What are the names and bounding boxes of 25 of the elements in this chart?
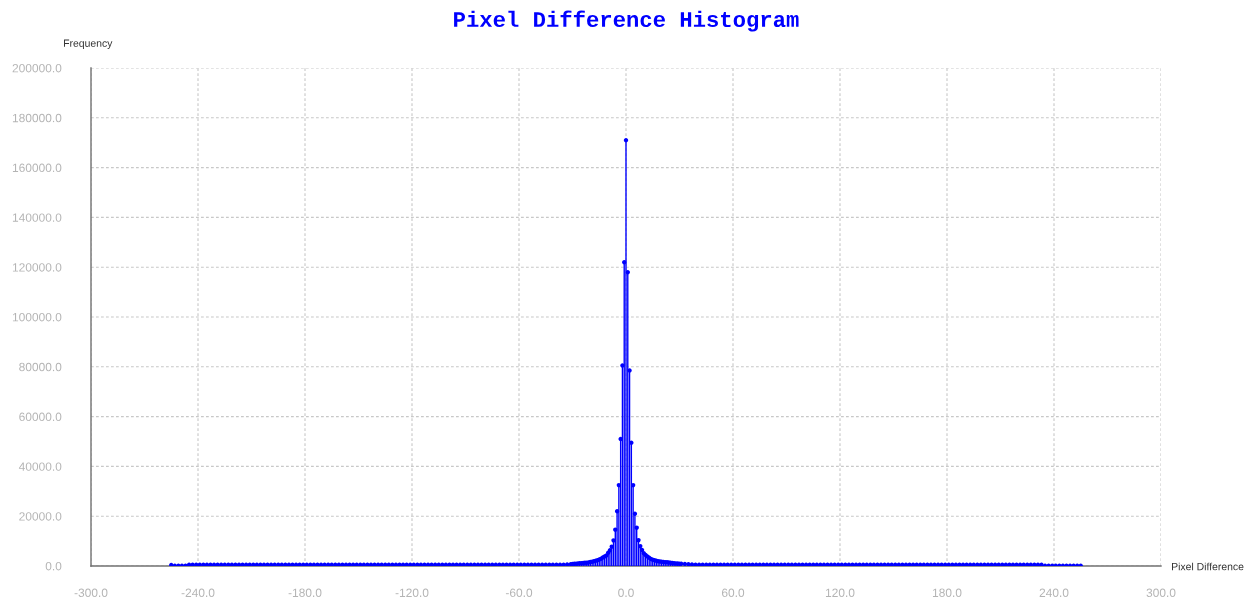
y-tick-label: 100000.0 [12,312,62,322]
y-tick-label: 200000.0 [12,63,62,73]
x-tick-label: -300.0 [74,588,108,597]
chart-title: Pixel Difference Histogram [454,10,799,32]
x-tick-label: 0.0 [618,588,634,597]
x-tick-label: 120.0 [825,588,855,597]
y-tick-label: 120000.0 [12,263,62,272]
x-axis-title: Pixel Difference [1172,562,1244,571]
x-tick-label: -120.0 [395,588,429,597]
x-tick-label: 60.0 [721,588,745,597]
x-tick-label: 180.0 [932,588,962,597]
y-axis-title: Frequency [64,39,113,49]
x-tick-label: 240.0 [1039,588,1069,597]
x-tick-label: 300.0 [1146,588,1176,597]
y-tick-label: 0.0 [45,561,62,571]
y-tick-label: 160000.0 [12,163,62,173]
x-tick-label: -180.0 [288,588,322,597]
y-tick-label: 20000.0 [19,512,62,521]
y-tick-label: 180000.0 [12,113,62,123]
x-tick-label: -240.0 [181,588,215,597]
y-tick-label: 140000.0 [12,213,62,222]
y-tick-label: 40000.0 [18,462,62,471]
x-tick-label: -60.0 [505,588,533,597]
y-tick-label: 80000.0 [19,362,62,372]
y-tick-label: 60000.0 [19,412,62,422]
